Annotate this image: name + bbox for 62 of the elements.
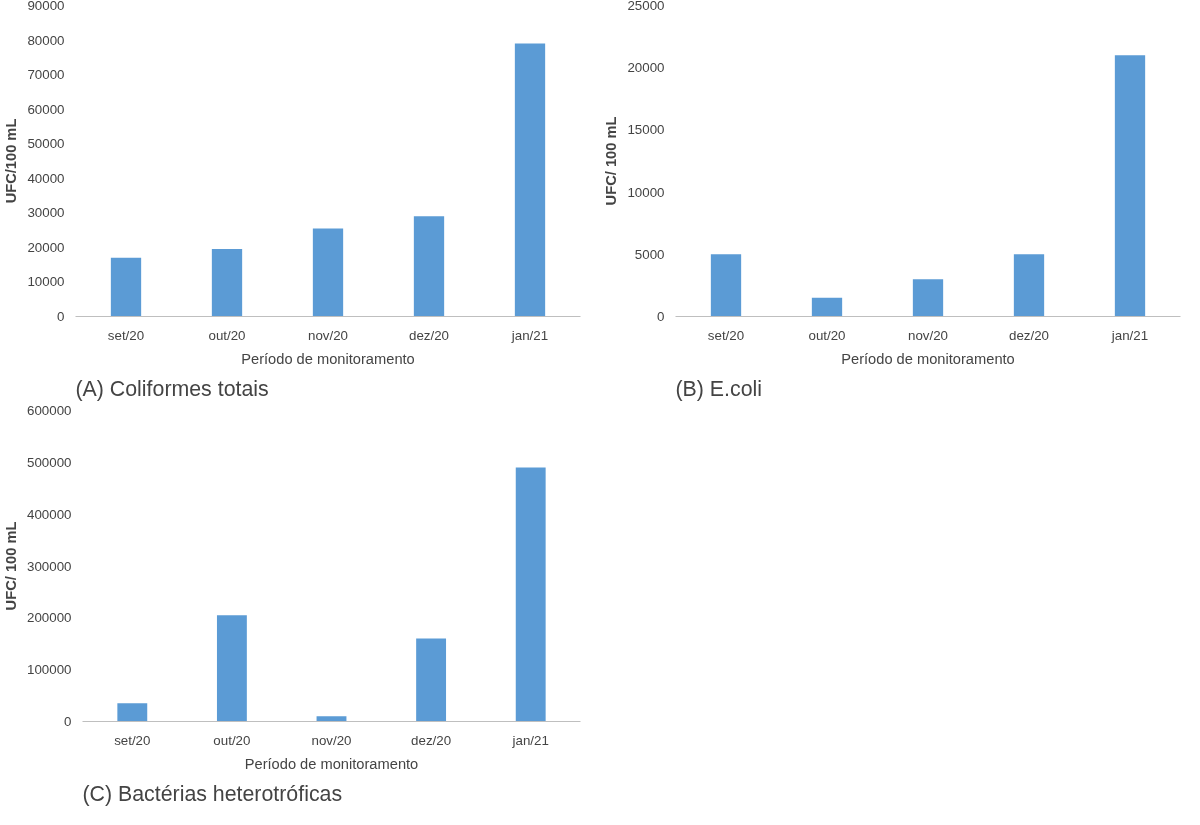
y-tick-label: 400000 [27, 506, 72, 522]
bar [316, 716, 347, 722]
y-tick-label: 20000 [27, 239, 65, 255]
text: (C) Bactérias heterotróficas [82, 781, 343, 806]
x-axis-title: Período de monitoramento [841, 350, 1015, 367]
y-axis-title: UFC/100 mL [3, 118, 20, 204]
y-tick-label: 200000 [27, 610, 72, 626]
x-axis-title: Período de monitoramento [244, 755, 419, 772]
bar [211, 249, 243, 317]
y-tick-label: 5000 [634, 246, 665, 262]
y-tick-label: 30000 [27, 205, 65, 221]
bar [117, 703, 148, 722]
y-tick-label: 500000 [27, 454, 72, 470]
bar [811, 297, 843, 317]
y-tick-label: 600000 [27, 403, 72, 418]
y-tick-label: 10000 [27, 274, 65, 290]
x-tick-label: dez/20 [408, 327, 450, 343]
x-tick-label: nov/20 [311, 732, 352, 748]
bar [514, 43, 546, 317]
y-axis-title: UFC/ 100 mL [603, 116, 620, 206]
y-tick-label: 15000 [627, 122, 665, 138]
bar [413, 216, 445, 317]
bar [312, 228, 344, 317]
x-tick-label: nov/20 [307, 327, 349, 343]
y-tick-label: 60000 [27, 101, 65, 117]
bar [216, 615, 247, 722]
y-tick-label: 300000 [27, 558, 72, 574]
text: (B) E.coli [675, 376, 763, 401]
bar [416, 638, 447, 722]
y-tick-label: 90000 [27, 0, 65, 13]
y-tick-label: 0 [57, 309, 65, 324]
x-tick-label: jan/21 [510, 327, 549, 343]
x-tick-label: dez/20 [1008, 327, 1050, 343]
bar [1013, 254, 1045, 317]
x-tick-label: out/20 [808, 327, 846, 343]
x-tick-label: out/20 [213, 732, 251, 748]
y-tick-label: 0 [64, 714, 72, 729]
y-tick-label: 50000 [27, 136, 65, 152]
x-tick-label: jan/21 [1110, 327, 1149, 343]
x-tick-label: dez/20 [411, 732, 452, 748]
x-tick-label: out/20 [208, 327, 246, 343]
y-tick-label: 40000 [27, 170, 65, 186]
x-tick-label: jan/21 [511, 732, 549, 748]
x-tick-label: set/20 [707, 327, 745, 343]
y-tick-label: 0 [657, 309, 665, 324]
y-tick-label: 25000 [627, 0, 665, 13]
bar [912, 279, 944, 317]
y-tick-label: 70000 [27, 67, 65, 83]
bar [1114, 55, 1146, 317]
bar [110, 257, 142, 317]
bar [515, 467, 546, 722]
x-tick-label: set/20 [107, 327, 145, 343]
x-axis-title: Período de monitoramento [241, 350, 415, 367]
x-tick-label: nov/20 [907, 327, 949, 343]
y-tick-label: 80000 [27, 32, 65, 48]
x-tick-label: set/20 [114, 732, 151, 748]
text: (A) Coliformes totais [75, 376, 269, 401]
bar [710, 254, 742, 317]
y-tick-label: 20000 [627, 60, 665, 76]
y-tick-label: 10000 [627, 184, 665, 200]
y-axis-title: UFC/ 100 mL [3, 521, 20, 611]
y-tick-label: 100000 [27, 662, 72, 678]
